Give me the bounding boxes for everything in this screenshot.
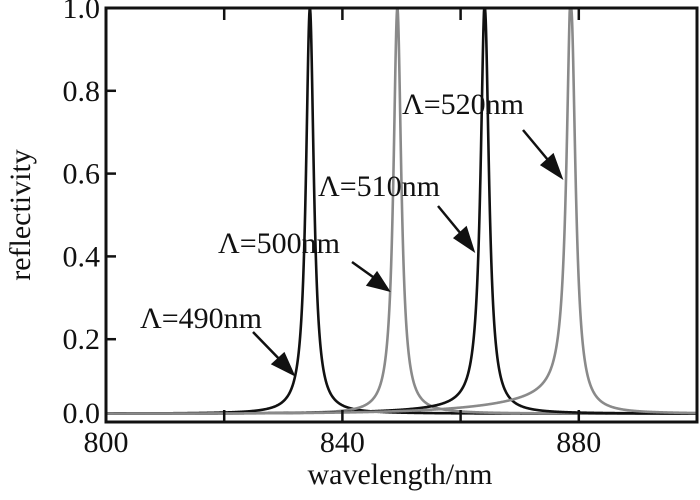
annotation-510: Λ=510nm [318,170,440,203]
x-tick-label: 880 [556,426,601,459]
annotation-490: Λ=490nm [140,302,262,335]
annotation-520: Λ=520nm [402,88,524,121]
series-line-2 [106,7,697,415]
y-tick-label: 0.0 [63,397,101,430]
x-tick-label: 800 [84,426,129,459]
y-axis-label: reflectivity [4,149,37,281]
series-curves [106,6,698,415]
arrow-head-520 [539,152,564,181]
annotations: Λ=490nm Λ=500nm Λ=510nm Λ=520nm [140,88,564,377]
x-axis-label: wavelength/nm [308,458,493,491]
axis-ticks [104,6,699,424]
arrow-head-510 [452,225,476,254]
y-tick-label: 0.2 [63,323,101,356]
y-tick-label: 0.4 [63,240,101,273]
plot-frame [104,6,699,424]
y-tick-label: 1.0 [63,0,101,25]
tick-labels: 800 840 880 0.0 0.2 0.4 0.6 0.8 1.0 [63,0,602,459]
y-tick-label: 0.6 [63,158,101,191]
arrow-head-500 [365,270,391,292]
x-tick-label: 840 [320,426,365,459]
annotation-500: Λ=500nm [218,227,340,260]
y-tick-label: 0.8 [63,75,101,108]
series-line-4 [106,6,698,415]
arrow-head-490 [270,351,296,377]
